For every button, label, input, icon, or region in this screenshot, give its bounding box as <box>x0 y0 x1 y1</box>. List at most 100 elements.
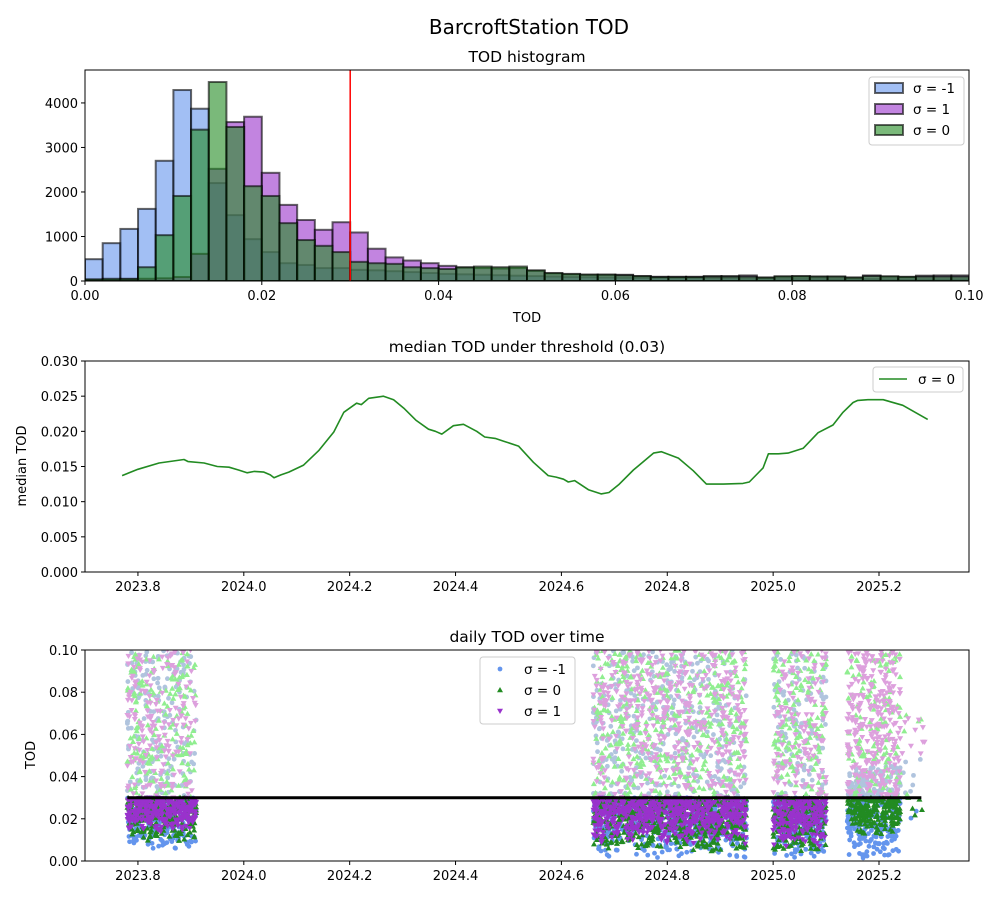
scatter-point-sigma-neg1 <box>802 666 807 671</box>
histogram-legend: σ = -1 σ = 1 σ = 0 <box>869 77 964 145</box>
scatter-point-sigma-neg1 <box>621 746 626 751</box>
scatter-point-sigma-neg1 <box>693 655 698 660</box>
scatter-point-sigma-neg1 <box>165 676 170 681</box>
histogram-bar <box>686 277 704 281</box>
legend-label: σ = -1 <box>913 81 955 97</box>
legend-swatch <box>875 83 903 93</box>
scatter-point-sigma-neg1 <box>871 851 876 856</box>
y-tick-label: 0.005 <box>41 531 78 546</box>
legend-label: σ = 1 <box>913 102 950 118</box>
histogram-bar <box>845 277 863 281</box>
scatter-point-sigma-neg1 <box>165 775 170 780</box>
scatter-point-sigma-neg1 <box>908 789 913 794</box>
histogram-bar <box>279 223 297 281</box>
scatter-point-sigma-neg1 <box>738 784 743 789</box>
y-tick-label: 0.000 <box>41 566 78 581</box>
scatter-point-sigma-neg1 <box>771 705 776 710</box>
x-tick-label: 2025.2 <box>856 580 902 595</box>
scatter-point-sigma-neg1 <box>125 719 130 724</box>
histogram-bar <box>881 276 899 281</box>
scatter-point-sigma-neg1 <box>191 761 196 766</box>
scatter-point-sigma-neg1 <box>619 769 624 774</box>
scatter-point-sigma-neg1 <box>809 851 814 856</box>
histogram-bar <box>333 252 351 281</box>
scatter-point-sigma-neg1 <box>885 841 890 846</box>
x-tick-label: 2023.8 <box>115 580 161 595</box>
x-tick-label: 0.04 <box>424 289 453 304</box>
scatter-point-sigma-neg1 <box>591 663 596 668</box>
scatter-point-sigma-neg1 <box>847 771 852 776</box>
scatter-point-sigma-neg1 <box>706 677 711 682</box>
x-tick-label: 2024.6 <box>539 580 585 595</box>
scatter-point-sigma-neg1 <box>140 673 145 678</box>
scatter-point-sigma-neg1 <box>846 830 851 835</box>
scatter-point-sigma-neg1 <box>652 851 657 856</box>
scatter-point-sigma-neg1 <box>128 779 133 784</box>
histogram-bar <box>120 229 138 281</box>
scatter-point-sigma-neg1 <box>692 735 697 740</box>
scatter-point-sigma-neg1 <box>173 846 178 851</box>
histogram-bar <box>721 277 739 281</box>
histogram-bar <box>421 268 439 281</box>
scatter-point-sigma-neg1 <box>867 844 872 849</box>
scatter-point-sigma-neg1 <box>145 668 150 673</box>
scatter-point-sigma-neg1 <box>698 752 703 757</box>
histogram-bar <box>368 263 386 281</box>
scatter-point-sigma-neg1 <box>155 681 160 686</box>
histogram-bar <box>209 82 227 281</box>
scatter-point-sigma-neg1 <box>801 778 806 783</box>
scatter-point-sigma-neg1 <box>792 855 797 860</box>
x-tick-label: 2025.0 <box>750 580 796 595</box>
scatter-point-sigma-neg1 <box>864 849 869 854</box>
scatter-point-sigma-neg1 <box>918 757 923 762</box>
x-tick-label: 0.08 <box>778 289 807 304</box>
histogram-bar <box>951 277 969 281</box>
scatter-point-sigma-neg1 <box>645 853 650 858</box>
histogram-bar <box>527 270 545 281</box>
scatter-point-sigma-neg1 <box>170 700 175 705</box>
y-tick-label: 2000 <box>45 186 78 201</box>
scatter-point-sigma-neg1 <box>181 662 186 667</box>
legend-label: σ = 0 <box>913 123 950 139</box>
scatter-point-sigma-neg1 <box>894 834 899 839</box>
scatter-point-sigma-neg1 <box>875 847 880 852</box>
y-tick-label: 4000 <box>45 97 78 112</box>
scatter-point-sigma-neg1 <box>129 726 134 731</box>
scatter-point-sigma-neg1 <box>698 705 703 710</box>
x-tick-label: 0.06 <box>601 289 630 304</box>
scatter-point-sigma-neg1 <box>621 650 626 655</box>
y-tick-label: 0.030 <box>41 355 78 370</box>
scatter-point-sigma-neg1 <box>669 841 674 846</box>
legend-label: σ = 0 <box>918 372 955 388</box>
scatter-point-sigma-neg1 <box>874 834 879 839</box>
scatter-point-sigma-neg1 <box>820 746 825 751</box>
scatter-point-sigma-neg1 <box>744 693 749 698</box>
scatter-point-sigma-neg1 <box>655 855 660 860</box>
scatter-point-sigma-neg1 <box>847 852 852 857</box>
histogram-bar <box>757 277 775 281</box>
histogram-bar <box>103 243 121 281</box>
scatter-point-sigma-neg1 <box>911 773 916 778</box>
histogram-bar <box>916 277 934 281</box>
scatter-point-sigma-neg1 <box>873 840 878 845</box>
histogram-bar <box>386 264 404 281</box>
histogram-bar <box>315 246 333 281</box>
scatter-point-sigma-neg1 <box>712 774 717 779</box>
scatter-point-sigma-neg1 <box>894 847 899 852</box>
scatter-point-sigma-neg1 <box>193 839 198 844</box>
median-line-ylabel: median TOD <box>15 425 30 506</box>
x-tick-label: 2024.4 <box>433 580 479 595</box>
histogram-bar <box>439 269 457 281</box>
scatter-point-sigma-neg1 <box>160 843 165 848</box>
histogram-bar <box>138 267 156 281</box>
scatter-point-sigma-neg1 <box>882 853 887 858</box>
y-tick-label: 0 <box>70 275 78 290</box>
histogram-bar <box>262 196 280 281</box>
histogram-title: TOD histogram <box>467 48 585 66</box>
scatter-point-sigma-neg1 <box>660 850 665 855</box>
histogram-bar <box>810 277 828 281</box>
scatter-point-sigma-neg1 <box>615 848 620 853</box>
scatter-ylabel: TOD <box>24 741 39 770</box>
scatter-point-sigma-neg1 <box>142 716 147 721</box>
histogram-bar <box>509 267 527 281</box>
